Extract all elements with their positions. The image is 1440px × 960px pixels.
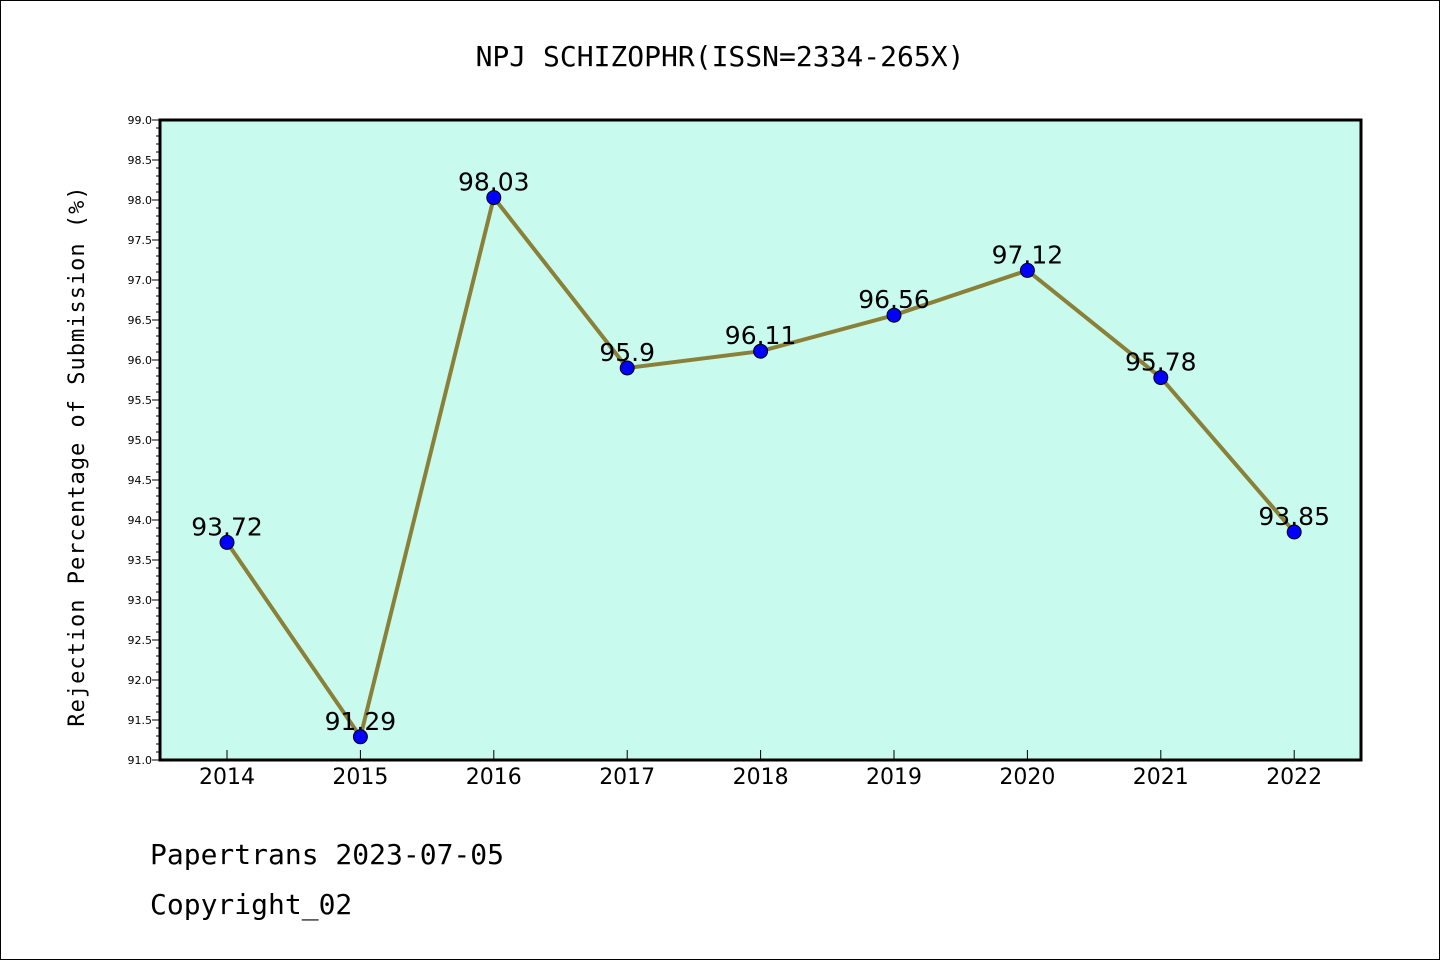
x-tick-label: 2014 xyxy=(199,765,255,790)
y-tick-label: 97.5 xyxy=(128,234,153,247)
x-axis: 2014 2015 2016 2017 2018 2019 2020 2021 2022 xyxy=(199,750,1322,790)
y-tick-label: 95.5 xyxy=(128,394,153,407)
x-tick-label: 2016 xyxy=(466,765,522,790)
y-tick-label: 94.0 xyxy=(128,514,153,527)
footer-copyright: Copyright_02 xyxy=(150,888,352,922)
x-tick-label: 2019 xyxy=(866,765,922,790)
data-point xyxy=(352,729,368,745)
plot-area xyxy=(158,118,1363,762)
y-tick-label: 97.0 xyxy=(128,274,153,287)
footer-date: Papertrans 2023-07-05 xyxy=(150,838,504,871)
x-tick-label: 2015 xyxy=(332,765,388,790)
data-label: 95.9 xyxy=(599,338,655,367)
y-tick-label: 95.0 xyxy=(128,434,153,447)
y-tick-label: 91.5 xyxy=(128,714,153,727)
data-point xyxy=(619,360,635,376)
y-tick-label: 96.0 xyxy=(128,354,153,367)
data-point xyxy=(219,534,235,550)
data-label: 95.78 xyxy=(1125,348,1197,377)
data-label: 97.12 xyxy=(992,240,1064,269)
data-point xyxy=(486,190,502,206)
x-tick-label: 2017 xyxy=(599,765,655,790)
x-tick-label: 2022 xyxy=(1266,765,1322,790)
data-labels: 93.72 91.29 98.03 95.9 96.11 96.56 97.12 95.78 9… xyxy=(191,168,1330,736)
y-tick-label: 91.0 xyxy=(128,754,153,767)
data-label: 96.56 xyxy=(858,285,930,314)
y-axis: 91.0 91.5 92.0 92.5 93.0 93.5 94.0 94.5 95.0 95.5… xyxy=(128,114,160,767)
data-label: 93.72 xyxy=(191,512,263,541)
data-point xyxy=(886,307,902,323)
data-label: 96.11 xyxy=(725,321,797,350)
data-point xyxy=(1286,524,1302,540)
y-tick-label: 94.5 xyxy=(128,474,153,487)
y-tick-label: 98.5 xyxy=(128,154,153,167)
data-label: 98.03 xyxy=(458,168,530,197)
x-tick-label: 2020 xyxy=(999,765,1055,790)
y-tick-label: 93.5 xyxy=(128,554,153,567)
y-tick-label: 98.0 xyxy=(128,194,153,207)
x-tick-label: 2018 xyxy=(733,765,789,790)
y-tick-label: 93.0 xyxy=(128,594,153,607)
data-point xyxy=(1153,370,1169,386)
y-tick-label: 99.0 xyxy=(128,114,153,127)
y-tick-label: 92.0 xyxy=(128,674,153,687)
y-axis-label: Rejection Percentage of Submission (%) xyxy=(65,185,90,726)
y-tick-label: 96.5 xyxy=(128,314,153,327)
chart-title: NPJ SCHIZOPHR(ISSN=2334-265X) xyxy=(476,40,965,73)
data-label: 93.85 xyxy=(1258,502,1330,531)
x-tick-label: 2021 xyxy=(1133,765,1189,790)
data-label: 91.29 xyxy=(325,707,397,736)
data-point xyxy=(753,343,769,359)
data-point xyxy=(1019,262,1035,278)
y-tick-label: 92.5 xyxy=(128,634,153,647)
series-line-group xyxy=(219,190,1302,745)
